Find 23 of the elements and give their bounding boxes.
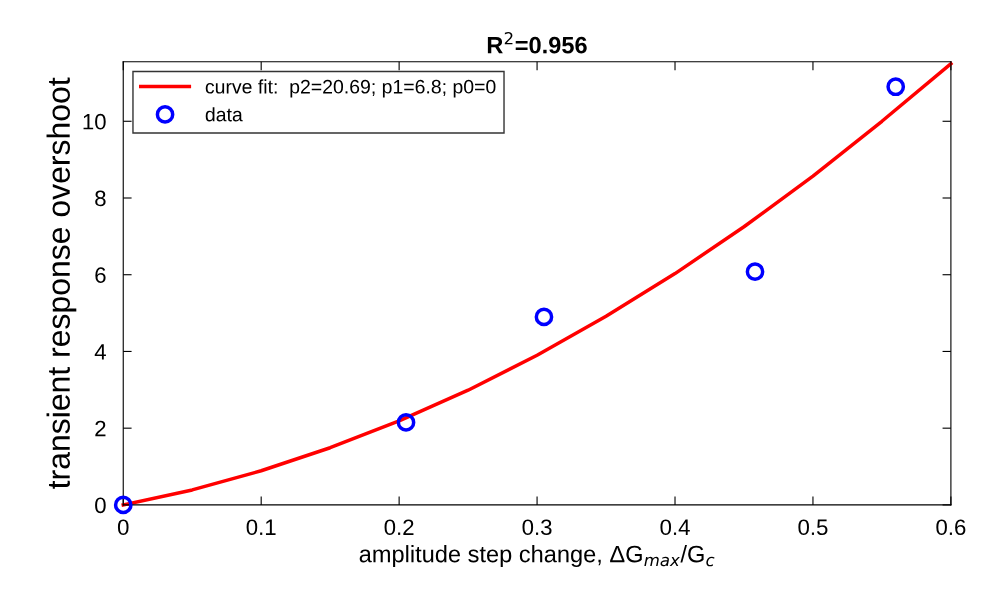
y-tick-label: 8	[95, 190, 106, 207]
point	[745, 262, 765, 282]
point	[886, 77, 906, 97]
x-tick-label: 0.1	[246, 519, 276, 536]
chart-title: R$^{2}$=0.956	[487, 31, 587, 54]
y-axis-title: transient response overshoot	[46, 77, 77, 489]
point	[113, 495, 133, 515]
x-tick-label: 0	[117, 519, 129, 536]
legend-label: data	[205, 107, 243, 122]
x-axis-title: amplitude step change, ΔG$_{max}$/G$_{c}$	[359, 545, 715, 568]
y-tick-label: 6	[95, 267, 106, 283]
x-tick-label: 0.3	[522, 519, 552, 536]
y-tick-label: 2	[95, 420, 106, 437]
y-tick-label: 10	[83, 113, 106, 130]
x-tick-label: 0.5	[798, 519, 828, 536]
legend-label: curve fit: p2=20.69; p1=6.8; p0=0	[205, 79, 496, 98]
point	[396, 413, 416, 432]
x-tick-label: 0.2	[384, 519, 414, 536]
y-tick-label: 4	[94, 344, 106, 360]
y-tick-label: 0	[95, 497, 106, 514]
x-tick-label: 0.4	[660, 519, 690, 536]
x-tick-label: 0.6	[936, 519, 966, 536]
point	[534, 307, 554, 327]
